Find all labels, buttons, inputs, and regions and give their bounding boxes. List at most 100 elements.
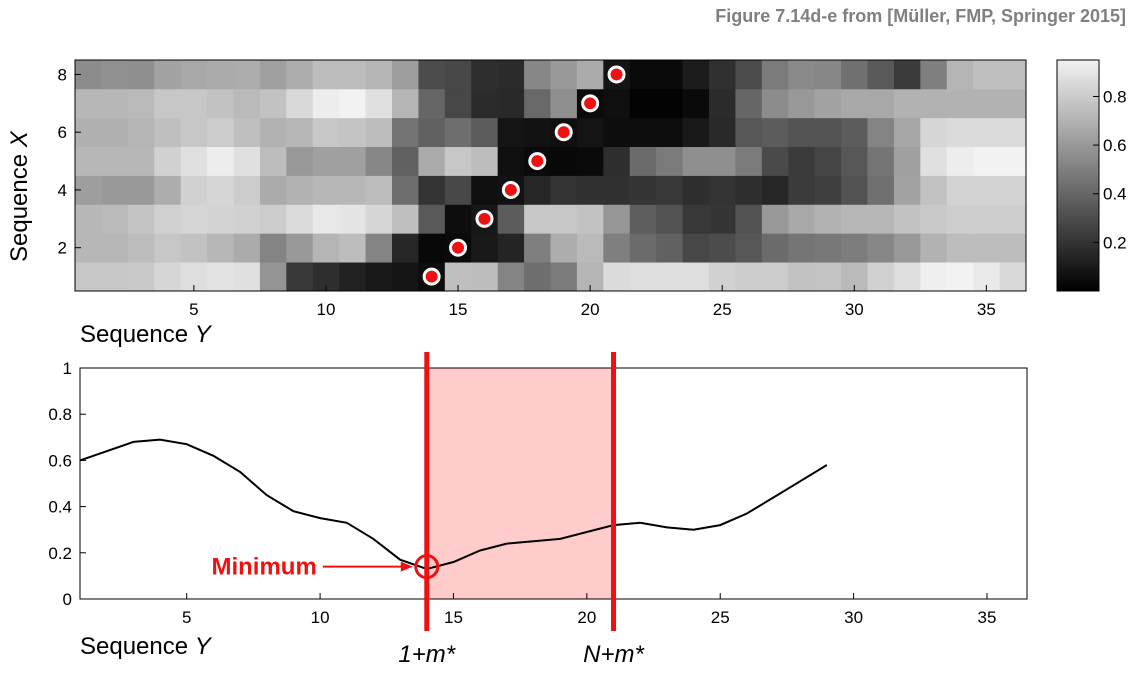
heatmap-cell (603, 262, 631, 292)
heatmap-cell (550, 88, 578, 119)
heatmap-cell (365, 262, 393, 292)
heatmap-cell (286, 175, 314, 205)
y-tick-label: 8 (58, 65, 67, 84)
heatmap-cell (576, 146, 604, 176)
heatmap-cell (709, 175, 736, 205)
heatmap-cell (656, 117, 683, 148)
heatmap-cell (788, 262, 816, 292)
y-tick-label: 0 (63, 590, 72, 609)
heatmap-cell (709, 204, 736, 234)
matching-curve (79, 438, 828, 571)
heatmap-cell (973, 175, 1000, 205)
heatmap-cell (471, 262, 499, 292)
y-tick-label: 0.8 (48, 405, 72, 424)
heatmap-cell (154, 146, 182, 176)
y-tick-label: 6 (58, 123, 67, 142)
heatmap-cell (180, 175, 208, 205)
heatmap-cell (893, 146, 921, 176)
heatmap-cell (75, 204, 102, 234)
heatmap-cell (233, 88, 261, 119)
heatmap-cell (444, 175, 472, 205)
heatmap-cell (576, 60, 604, 90)
heatmap-cell (339, 146, 366, 176)
heatmap-cell (629, 146, 657, 176)
x-tick-label: 5 (189, 300, 198, 319)
heatmap-cell (392, 117, 419, 148)
heatmap-cell (154, 262, 182, 292)
heatmap-cell (814, 117, 842, 148)
colorbar-gradient (1056, 59, 1100, 292)
heatmap-cell (603, 88, 631, 119)
heatmap-cell (920, 88, 948, 119)
heatmap-cell (603, 146, 631, 176)
heatmap-cell (101, 60, 129, 90)
heatmap-cell (154, 233, 182, 263)
heatmap-cell (392, 146, 419, 176)
heatmap-cell (867, 262, 895, 292)
heatmap-cell (154, 88, 182, 119)
heatmap-cell (365, 175, 393, 205)
heatmap-cell (392, 60, 419, 90)
heatmap-cell (207, 60, 234, 90)
heatmap-cell (259, 233, 287, 263)
heatmap-cell (550, 262, 578, 292)
heatmap-cell (841, 175, 868, 205)
heatmap-cell (339, 117, 366, 148)
heatmap-cell (259, 204, 287, 234)
y-tick-label: 2 (58, 239, 67, 258)
line-plot-y-axis: 0 0.2 0.4 0.6 0.8 1 (48, 359, 86, 609)
heatmap-cell (550, 146, 578, 176)
cost-matrix-cells (75, 60, 1027, 292)
heatmap-cell (259, 262, 287, 292)
warping-path-point (475, 209, 494, 228)
heatmap-cell (471, 60, 499, 90)
heatmap-cell (603, 175, 631, 205)
heatmap-cell (154, 60, 182, 90)
heatmap-cell (180, 233, 208, 263)
heatmap-cell (682, 117, 710, 148)
heatmap-cell (576, 117, 604, 148)
y-tick-label: 0.6 (48, 451, 72, 470)
cost-matrix-x-axis: 5 10 15 20 25 30 35 (189, 285, 996, 319)
heatmap-cell (761, 117, 789, 148)
colorbar-tick-label: 0.8 (1103, 87, 1127, 106)
heatmap-cell (656, 146, 683, 176)
colorbar-ticks: 0.2 0.4 0.6 0.8 (1093, 87, 1127, 252)
heatmap-cell (497, 233, 525, 263)
heatmap-cell (893, 204, 921, 234)
heatmap-cell (999, 204, 1027, 234)
heatmap-cell (207, 204, 234, 234)
heatmap-cell (788, 117, 816, 148)
heatmap-cell (761, 262, 789, 292)
heatmap-cell (339, 175, 366, 205)
heatmap-cell (550, 204, 578, 234)
heatmap-cell (101, 204, 129, 234)
heatmap-cell (946, 60, 974, 90)
heatmap-cell (973, 60, 1000, 90)
heatmap-cell (365, 204, 393, 234)
heatmap-cell (920, 60, 948, 90)
heatmap-cell (709, 88, 736, 119)
heatmap-cell (444, 146, 472, 176)
heatmap-cell (999, 175, 1027, 205)
x-tick-label: 20 (577, 608, 596, 627)
heatmap-cell (893, 88, 921, 119)
heatmap-cell (629, 60, 657, 90)
heatmap-cell (999, 60, 1027, 90)
heatmap-cell (920, 204, 948, 234)
warping-path-point (449, 238, 468, 257)
colorbar: 0.2 0.4 0.6 0.8 (1056, 59, 1127, 292)
heatmap-cell (761, 88, 789, 119)
heatmap-cell (75, 262, 102, 292)
heatmap-cell (709, 146, 736, 176)
heatmap-cell (339, 262, 366, 292)
warping-path (422, 65, 626, 286)
heatmap-cell (735, 60, 763, 90)
heatmap-cell (259, 175, 287, 205)
warping-path-point (501, 180, 520, 199)
heatmap-cell (524, 233, 551, 263)
heatmap-cell (207, 146, 234, 176)
heatmap-cell (761, 146, 789, 176)
heatmap-cell (365, 60, 393, 90)
heatmap-cell (946, 117, 974, 148)
